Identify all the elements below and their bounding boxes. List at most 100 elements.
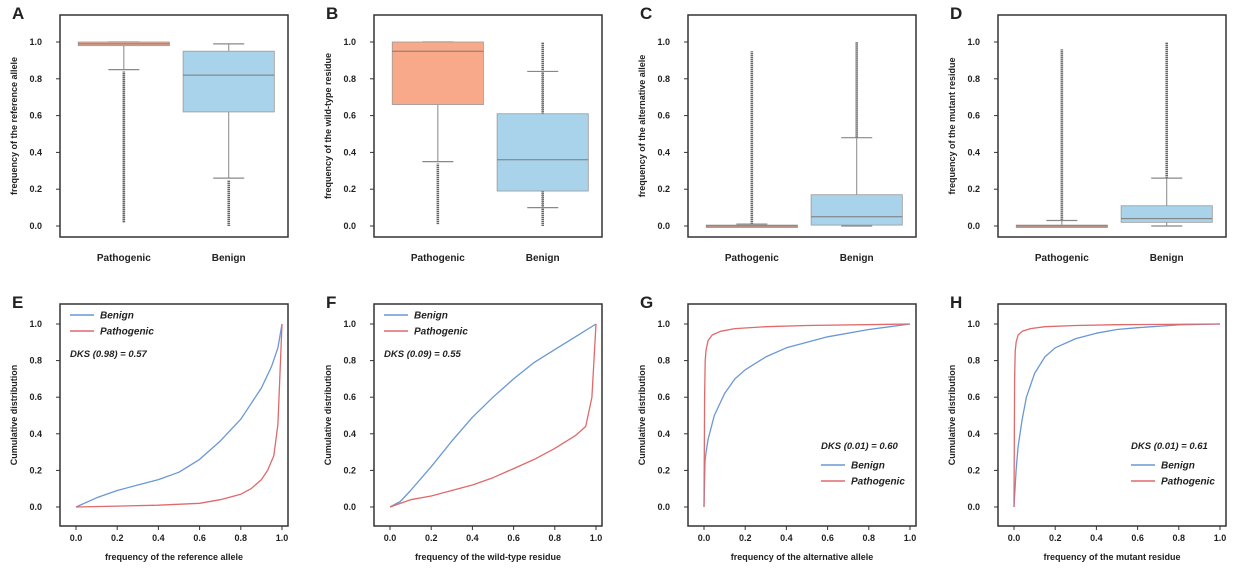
y-axis-label: Cumulative distribution — [9, 365, 19, 466]
legend-label: Benign — [851, 461, 885, 472]
chart-panel-g: G 0.0 0.2 0.4 0.6 0.8 1.0 Cumulative distributi… — [628, 289, 928, 574]
y-axis-label: Cumulative distribution — [947, 365, 957, 466]
box-benign — [496, 113, 589, 192]
category-label: Benign — [212, 253, 246, 264]
chart-h-svg: H 0.0 0.2 0.4 0.6 0.8 1.0 Cumulative distributi… — [947, 293, 1227, 562]
box-benign — [1120, 205, 1213, 223]
y-tick-label: 0.6 — [343, 392, 356, 402]
plot-frame — [997, 14, 1227, 238]
cdf-line-pathogenic — [75, 323, 283, 508]
x-tick-label: 0.2 — [739, 533, 752, 543]
legend-label: Pathogenic — [414, 327, 468, 338]
y-tick-label: 1.0 — [967, 319, 980, 329]
y-tick-label: 0.8 — [967, 74, 980, 84]
legend-label: Benign — [100, 311, 134, 322]
chart-c-svg: C 0.0 0.2 0.4 0.6 0.8 1.0 frequency of the alte… — [637, 4, 917, 264]
category-label: Benign — [526, 253, 560, 264]
y-tick-label: 0.0 — [29, 502, 42, 512]
y-tick-label: 0.6 — [29, 111, 42, 121]
y-tick-label: 1.0 — [967, 37, 980, 47]
y-tick-label: 0.8 — [657, 74, 670, 84]
x-tick-label: 0.0 — [1008, 533, 1021, 543]
y-tick-label: 0.0 — [967, 502, 980, 512]
x-tick-label: 0.2 — [111, 533, 124, 543]
cdf-line-pathogenic — [703, 323, 911, 508]
x-tick-label: 0.4 — [152, 533, 165, 543]
y-tick-label: 0.0 — [29, 221, 42, 231]
y-tick-label: 1.0 — [343, 37, 356, 47]
cdf-line-benign — [703, 323, 911, 508]
chart-a-svg: A 0.0 0.2 0.4 0.6 0.8 1.0 frequency of the refe… — [9, 4, 289, 264]
plot-frame — [59, 14, 289, 238]
x-axis-label: frequency of the reference allele — [105, 552, 243, 562]
x-tick-label: 0.8 — [235, 533, 248, 543]
panel-letter: D — [950, 4, 962, 23]
panel-letter: A — [12, 4, 24, 23]
chart-panel-a: A 0.0 0.2 0.4 0.6 0.8 1.0 frequency of the refe… — [0, 0, 300, 285]
y-tick-label: 0.2 — [657, 184, 670, 194]
panel-letter: H — [950, 293, 962, 312]
legend-label: Pathogenic — [851, 477, 905, 488]
y-tick-label: 0.4 — [967, 147, 980, 157]
cdf-line-benign — [1013, 323, 1221, 508]
plot-frame — [373, 303, 603, 527]
chart-f-svg: F 0.0 0.2 0.4 0.6 0.8 1.0 Cumulative distributi… — [323, 293, 603, 562]
y-tick-label: 0.8 — [343, 74, 356, 84]
x-tick-label: 0.2 — [425, 533, 438, 543]
y-tick-label: 0.0 — [657, 221, 670, 231]
y-tick-label: 0.8 — [967, 356, 980, 366]
ks-statistic: DKS (0.98) = 0.57 — [70, 349, 148, 360]
y-tick-label: 0.4 — [657, 429, 670, 439]
panel-letter: B — [326, 4, 338, 23]
y-axis-label: Cumulative distribution — [323, 365, 333, 466]
cdf-line-pathogenic — [1013, 323, 1221, 508]
category-label: Pathogenic — [725, 253, 779, 264]
y-axis-label: frequency of the reference allele — [9, 57, 19, 195]
y-tick-label: 0.8 — [29, 74, 42, 84]
y-tick-label: 0.4 — [657, 147, 670, 157]
x-tick-label: 0.8 — [863, 533, 876, 543]
y-tick-label: 0.4 — [29, 429, 42, 439]
category-label: Benign — [1150, 253, 1184, 264]
plot-frame — [997, 303, 1227, 527]
y-tick-label: 0.6 — [657, 392, 670, 402]
y-tick-label: 0.8 — [29, 356, 42, 366]
ks-statistic: DKS (0.01) = 0.60 — [821, 441, 899, 452]
x-tick-label: 0.0 — [698, 533, 711, 543]
cdf-line-pathogenic — [389, 323, 597, 508]
chart-panel-d: D 0.0 0.2 0.4 0.6 0.8 1.0 frequency of the muta… — [938, 0, 1238, 285]
x-tick-label: 1.0 — [276, 533, 289, 543]
y-tick-label: 0.6 — [343, 111, 356, 121]
panel-letter: E — [12, 293, 23, 312]
y-tick-label: 0.2 — [343, 465, 356, 475]
y-tick-label: 0.0 — [343, 221, 356, 231]
x-tick-label: 1.0 — [904, 533, 917, 543]
category-label: Benign — [840, 253, 874, 264]
y-tick-label: 1.0 — [343, 319, 356, 329]
plot-frame — [687, 14, 917, 238]
y-tick-label: 0.2 — [967, 465, 980, 475]
x-tick-label: 0.8 — [549, 533, 562, 543]
box-benign — [182, 50, 275, 113]
x-tick-label: 0.2 — [1049, 533, 1062, 543]
legend-label: Pathogenic — [100, 327, 154, 338]
legend-label: Benign — [1161, 461, 1195, 472]
y-tick-label: 0.6 — [967, 392, 980, 402]
x-tick-label: 0.6 — [193, 533, 206, 543]
panel-letter: C — [640, 4, 652, 23]
y-tick-label: 1.0 — [29, 319, 42, 329]
legend-label: Benign — [414, 311, 448, 322]
x-tick-label: 1.0 — [1214, 533, 1227, 543]
chart-e-svg: E 0.0 0.2 0.4 0.6 0.8 1.0 Cumulative distributi… — [9, 293, 289, 562]
y-tick-label: 0.2 — [967, 184, 980, 194]
y-tick-label: 0.0 — [967, 221, 980, 231]
chart-panel-h: H 0.0 0.2 0.4 0.6 0.8 1.0 Cumulative distributi… — [938, 289, 1238, 574]
y-tick-label: 0.0 — [343, 502, 356, 512]
y-tick-label: 0.2 — [343, 184, 356, 194]
box-pathogenic — [391, 41, 484, 105]
y-tick-label: 0.4 — [343, 429, 356, 439]
y-tick-label: 0.6 — [657, 111, 670, 121]
category-label: Pathogenic — [97, 253, 151, 264]
x-tick-label: 0.0 — [384, 533, 397, 543]
x-axis-label: frequency of the wild-type residue — [415, 552, 561, 562]
